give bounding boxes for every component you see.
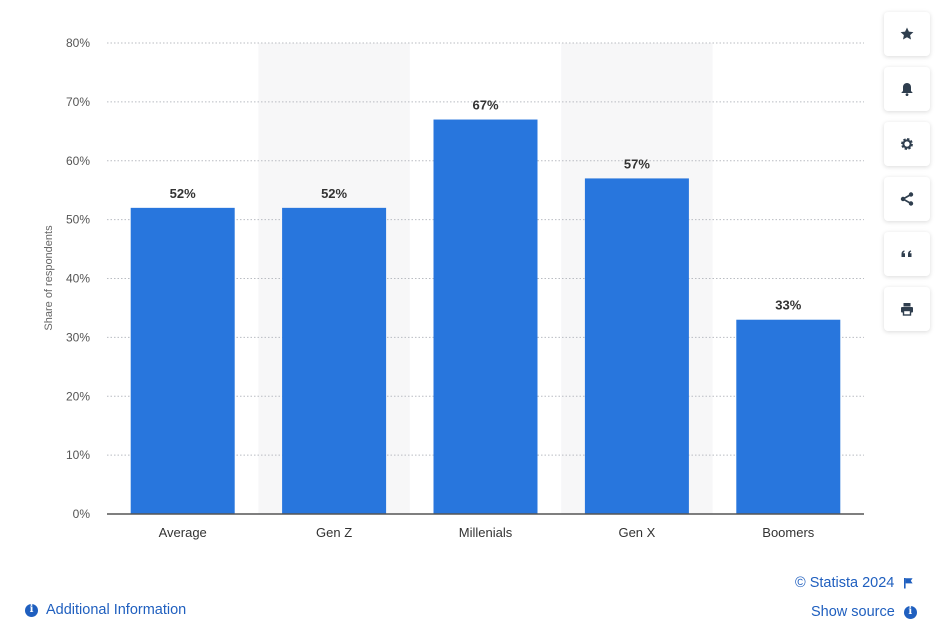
y-tick-label: 0% <box>73 507 91 521</box>
x-tick-label: Millenials <box>459 525 513 540</box>
data-label: 52% <box>170 186 196 201</box>
settings-button[interactable] <box>884 122 930 166</box>
y-tick-label: 40% <box>66 272 90 286</box>
y-tick-label: 20% <box>66 389 90 403</box>
data-label: 67% <box>472 98 498 113</box>
copyright-text: © Statista 2024 <box>795 575 895 591</box>
star-icon <box>900 27 914 40</box>
y-tick-label: 30% <box>66 330 90 344</box>
additional-information-link[interactable]: i Additional Information <box>25 602 186 618</box>
favorite-button[interactable] <box>884 12 930 56</box>
cite-button[interactable] <box>884 232 930 276</box>
print-button[interactable] <box>884 287 930 331</box>
y-tick-label: 70% <box>66 95 90 109</box>
bar[interactable] <box>282 207 387 514</box>
notification-button[interactable] <box>884 67 930 111</box>
y-tick-label: 80% <box>66 36 90 50</box>
show-source-link[interactable]: Show source i <box>811 604 917 620</box>
quote-icon <box>901 250 912 257</box>
y-axis-title: Share of respondents <box>43 225 55 331</box>
bar[interactable] <box>584 178 689 514</box>
show-source-text: Show source <box>811 604 895 620</box>
x-tick-label: Boomers <box>762 525 815 540</box>
print-icon <box>901 303 913 316</box>
additional-information-text: Additional Information <box>46 602 187 618</box>
data-label: 33% <box>775 298 801 313</box>
x-tick-label: Gen Z <box>316 525 352 540</box>
info-icon: i <box>903 605 917 619</box>
x-tick-label: Average <box>159 525 207 540</box>
data-label: 52% <box>321 186 347 201</box>
y-tick-label: 50% <box>66 213 90 227</box>
x-tick-label: Gen X <box>618 525 655 540</box>
share-icon <box>900 192 914 206</box>
flag-icon <box>904 578 913 589</box>
y-tick-label: 10% <box>66 448 90 462</box>
bar[interactable] <box>130 207 235 514</box>
share-button[interactable] <box>884 177 930 221</box>
bar[interactable] <box>433 119 538 514</box>
data-label: 57% <box>624 156 650 171</box>
y-tick-label: 60% <box>66 154 90 168</box>
statista-copyright[interactable]: © Statista 2024 <box>795 575 914 591</box>
bell-icon <box>901 83 913 96</box>
gear-icon <box>901 138 913 150</box>
info-icon: i <box>25 603 38 617</box>
bar[interactable] <box>736 319 841 514</box>
